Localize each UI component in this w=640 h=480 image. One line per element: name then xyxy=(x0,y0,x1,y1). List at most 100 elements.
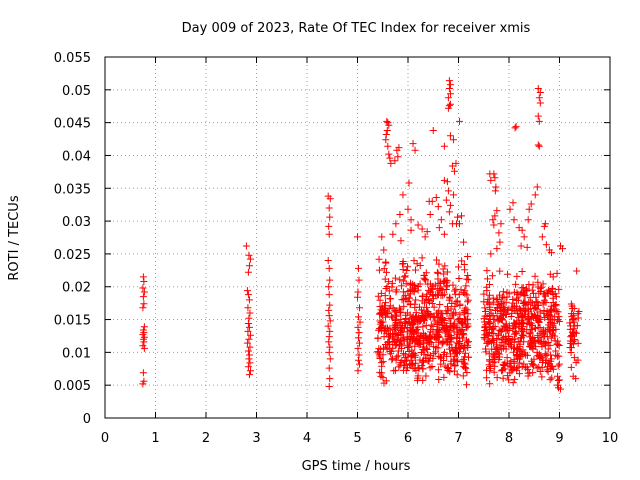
data-point xyxy=(497,309,505,317)
data-point xyxy=(483,275,491,283)
data-point xyxy=(512,280,520,288)
data-point xyxy=(529,369,537,377)
data-point xyxy=(518,267,526,275)
data-point xyxy=(411,146,419,154)
data-point xyxy=(378,302,386,310)
data-point xyxy=(418,362,426,370)
data-point xyxy=(325,230,333,238)
data-point xyxy=(446,201,454,209)
data-point xyxy=(490,339,498,347)
data-point xyxy=(460,353,468,361)
data-point xyxy=(554,376,562,384)
x-tick-label: 1 xyxy=(151,431,159,446)
data-point xyxy=(527,329,535,337)
x-tick-label: 0 xyxy=(101,431,109,446)
data-point xyxy=(437,279,445,287)
data-point xyxy=(493,374,501,382)
data-point xyxy=(567,310,575,318)
data-point xyxy=(535,289,543,297)
data-point xyxy=(389,330,397,338)
data-point xyxy=(326,301,334,309)
data-point xyxy=(438,310,446,318)
data-point xyxy=(430,350,438,358)
data-point xyxy=(419,335,427,343)
data-point xyxy=(413,260,421,268)
data-point xyxy=(423,345,431,353)
data-point xyxy=(424,286,432,294)
data-point xyxy=(510,358,518,366)
data-point xyxy=(383,283,391,290)
data-point xyxy=(509,199,517,207)
data-point xyxy=(455,275,463,283)
data-point xyxy=(380,246,388,254)
data-point xyxy=(407,226,415,234)
data-point xyxy=(414,372,422,380)
data-point xyxy=(447,360,455,368)
data-point xyxy=(499,288,507,296)
data-point xyxy=(486,319,494,327)
data-point xyxy=(437,360,445,368)
data-point xyxy=(416,261,424,269)
data-point xyxy=(512,329,520,337)
data-point xyxy=(380,326,388,334)
data-point xyxy=(496,314,504,322)
data-point xyxy=(446,132,454,140)
data-point xyxy=(441,262,449,270)
data-point xyxy=(403,266,411,274)
data-point xyxy=(461,349,469,357)
data-point xyxy=(378,369,386,377)
x-tick-label: 5 xyxy=(353,431,361,446)
data-point xyxy=(446,335,454,343)
data-point xyxy=(500,294,508,302)
x-tick-label: 2 xyxy=(202,431,210,446)
data-point xyxy=(442,196,450,204)
data-point xyxy=(411,266,419,274)
data-point xyxy=(389,230,397,238)
data-point xyxy=(493,335,501,343)
data-point xyxy=(548,363,556,371)
data-point xyxy=(553,307,561,315)
data-point xyxy=(534,312,542,320)
data-point xyxy=(530,355,538,363)
data-point xyxy=(374,334,382,342)
data-point xyxy=(140,288,148,296)
data-point xyxy=(463,381,471,389)
data-point xyxy=(534,283,542,291)
data-point xyxy=(445,208,453,216)
data-point xyxy=(244,327,252,335)
data-point xyxy=(391,322,399,330)
data-point xyxy=(516,291,524,299)
data-point xyxy=(531,272,539,280)
data-point xyxy=(355,264,363,272)
data-point xyxy=(506,205,514,213)
data-point xyxy=(518,318,526,326)
data-point xyxy=(453,356,461,364)
data-point xyxy=(483,283,491,291)
data-point xyxy=(572,329,580,337)
data-point xyxy=(325,222,333,230)
data-point xyxy=(386,302,394,310)
data-point xyxy=(519,346,527,354)
data-point xyxy=(519,283,527,291)
data-point xyxy=(571,336,579,344)
data-point xyxy=(409,335,417,343)
data-point xyxy=(415,337,423,345)
data-point xyxy=(539,326,547,334)
data-point xyxy=(140,323,148,331)
data-point xyxy=(513,272,521,280)
data-point xyxy=(429,127,437,135)
data-point xyxy=(355,313,363,321)
data-point xyxy=(393,353,401,361)
data-point xyxy=(402,361,410,369)
data-point xyxy=(401,351,409,359)
data-point xyxy=(440,230,448,238)
data-point xyxy=(531,191,539,199)
data-point xyxy=(435,260,443,268)
data-point xyxy=(431,348,439,356)
data-point xyxy=(465,338,473,346)
data-point xyxy=(382,130,390,138)
data-point xyxy=(485,291,493,299)
data-point xyxy=(379,318,387,326)
data-point xyxy=(480,334,488,342)
data-point xyxy=(427,313,435,321)
